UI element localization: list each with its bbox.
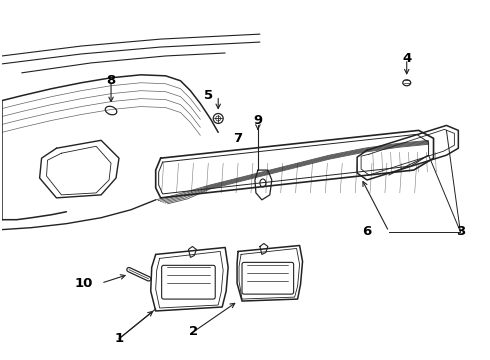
Text: 1: 1 <box>115 332 123 345</box>
Text: 7: 7 <box>234 132 243 145</box>
Text: 4: 4 <box>402 53 412 66</box>
Text: 3: 3 <box>456 225 465 238</box>
Text: 9: 9 <box>253 114 263 127</box>
Text: 8: 8 <box>106 74 116 87</box>
Text: 2: 2 <box>189 325 198 338</box>
Text: 6: 6 <box>363 225 372 238</box>
Text: 5: 5 <box>204 89 213 102</box>
Text: 10: 10 <box>74 277 93 290</box>
